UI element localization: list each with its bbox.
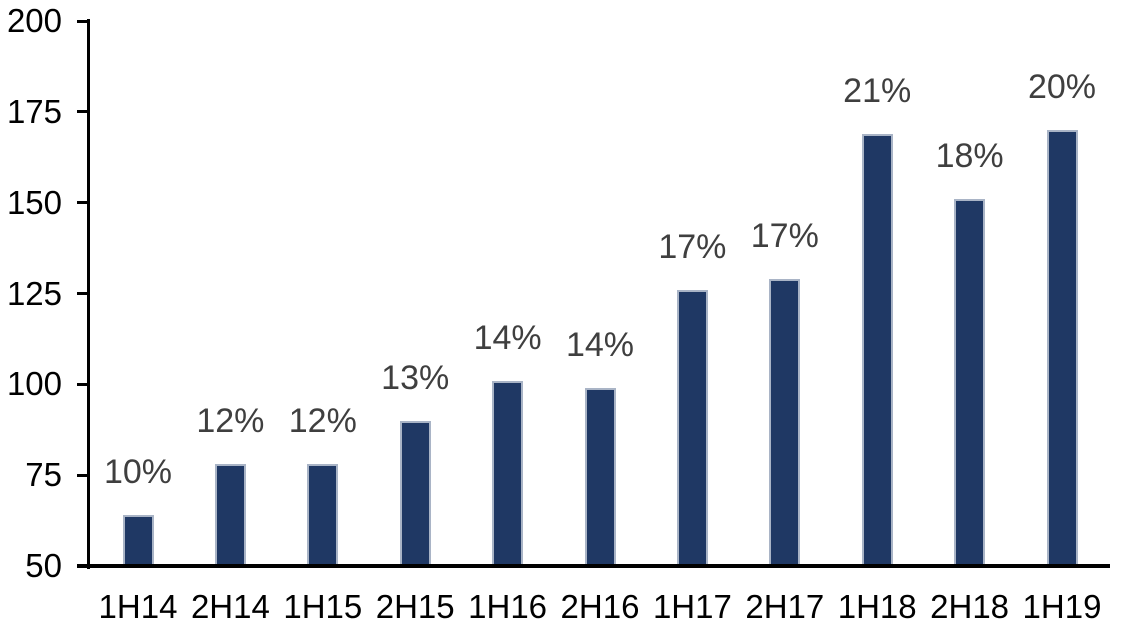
- x-category-label: 2H16: [560, 588, 640, 625]
- x-category-label: 2H15: [375, 588, 455, 625]
- x-category-label: 1H19: [1022, 588, 1102, 625]
- x-category-label: 1H14: [98, 588, 178, 625]
- bar-value-label: 21%: [843, 71, 912, 110]
- x-axis-line: [77, 564, 1110, 568]
- y-tick-label: 150: [6, 183, 62, 221]
- y-tick-label: 100: [6, 365, 62, 403]
- x-category-label: 1H17: [652, 588, 732, 625]
- y-tick-label: 125: [6, 274, 62, 312]
- bar-value-label: 10%: [103, 453, 173, 492]
- y-tick-label: 175: [6, 92, 62, 130]
- y-tick: [77, 110, 90, 114]
- bar: [307, 464, 339, 568]
- y-tick: [77, 19, 90, 23]
- bar: [769, 278, 801, 568]
- x-category-label: 1H15: [283, 588, 363, 625]
- bar-value-label: 12%: [288, 402, 357, 441]
- bar: [122, 515, 154, 568]
- x-category-label: 1H18: [837, 588, 917, 625]
- bar-value-label: 17%: [750, 216, 819, 255]
- x-category-label: 1H16: [468, 588, 548, 625]
- y-tick-label: 75: [25, 456, 62, 494]
- bar: [584, 387, 616, 568]
- bar: [861, 133, 893, 568]
- bar-value-label: 14%: [565, 325, 635, 364]
- y-tick: [77, 201, 90, 205]
- bar: [399, 420, 431, 568]
- bar: [492, 380, 524, 568]
- x-category-label: 2H14: [190, 588, 270, 625]
- bar: [676, 289, 708, 568]
- bar-value-label: 18%: [935, 137, 1004, 176]
- y-tick: [77, 382, 90, 386]
- bar: [954, 199, 986, 568]
- y-tick: [77, 292, 90, 295]
- y-tick: [77, 473, 90, 477]
- y-tick-label: 200: [6, 2, 62, 39]
- y-tick-label: 50: [25, 547, 62, 584]
- bar-value-label: 17%: [658, 227, 727, 266]
- x-category-label: 2H17: [745, 588, 825, 625]
- bar-value-label: 12%: [196, 402, 265, 441]
- bar: [214, 464, 246, 568]
- bar-value-label: 13%: [381, 358, 450, 397]
- x-category-label: 2H18: [930, 588, 1010, 625]
- bar-value-label: 14%: [473, 318, 542, 357]
- bar-value-label: 20%: [1027, 68, 1097, 106]
- bar: [1046, 130, 1078, 568]
